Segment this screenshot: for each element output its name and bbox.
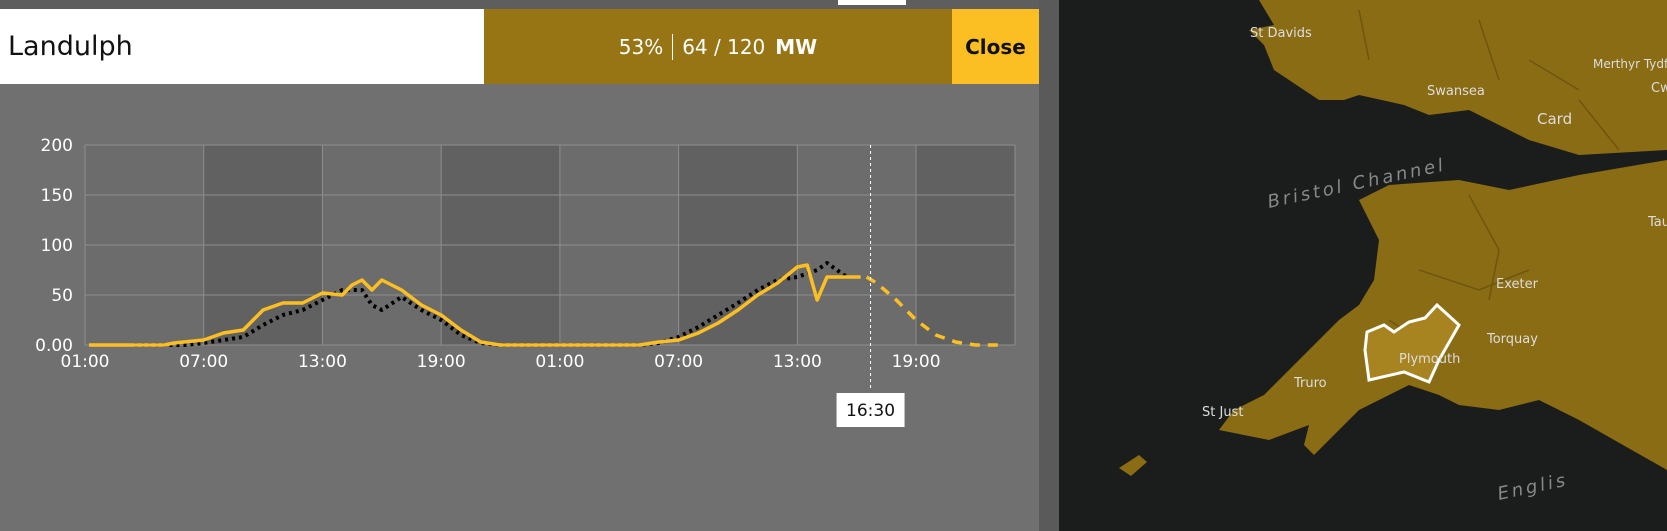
place-label: Exeter bbox=[1496, 277, 1539, 292]
separator bbox=[672, 33, 674, 60]
y-tick-label: 50 bbox=[51, 286, 73, 306]
cursor-label: 16:30 bbox=[846, 401, 895, 421]
top-bar bbox=[0, 0, 1039, 9]
x-tick-label: 19:00 bbox=[417, 352, 466, 372]
island bbox=[1119, 455, 1147, 476]
land-wales bbox=[1249, 0, 1667, 155]
place-label: Card bbox=[1537, 110, 1572, 128]
place-label: Tau bbox=[1647, 215, 1667, 230]
series-line bbox=[88, 263, 861, 347]
place-label: Swansea bbox=[1427, 84, 1485, 99]
place-label: St Just bbox=[1202, 405, 1243, 420]
x-tick-label: 19:00 bbox=[892, 352, 941, 372]
y-tick-label: 0.00 bbox=[35, 336, 73, 356]
x-tick-label: 07:00 bbox=[654, 352, 703, 372]
map: St Davids Merthyr Tydf Swansea Card Cw B… bbox=[1059, 0, 1667, 531]
percent: 53% bbox=[618, 34, 664, 59]
x-tick-label: 13:00 bbox=[773, 352, 822, 372]
y-tick-label: 200 bbox=[41, 136, 73, 156]
place-label: Torquay bbox=[1486, 332, 1538, 347]
place-label: Merthyr Tydf bbox=[1593, 57, 1667, 71]
title: Landulph bbox=[8, 31, 133, 62]
cursor-box bbox=[836, 393, 905, 427]
chart: 0.00 50 100 150 200 01:00 07:00 13:00 19:00 01:00… bbox=[35, 136, 1016, 427]
x-tick-label: 01:00 bbox=[535, 352, 584, 372]
selected-region[interactable] bbox=[1363, 302, 1461, 384]
close-button[interactable]: Close bbox=[952, 9, 1039, 84]
divider bbox=[1039, 0, 1059, 531]
place-label: Truro bbox=[1293, 376, 1327, 391]
x-tick-label: 07:00 bbox=[179, 352, 228, 372]
output: 64 / 120 bbox=[682, 34, 766, 59]
tab bbox=[838, 0, 906, 5]
title-box: Landulph bbox=[0, 9, 484, 84]
stats: 53% 64 / 120 MW bbox=[484, 9, 952, 84]
y-tick-label: 100 bbox=[41, 236, 73, 256]
unit: MW bbox=[775, 34, 818, 59]
series-line bbox=[865, 275, 1006, 347]
place-label: Cw bbox=[1651, 81, 1667, 96]
x-tick-label: 01:00 bbox=[61, 352, 110, 372]
x-tick-label: 13:00 bbox=[298, 352, 347, 372]
borders bbox=[1358, 9, 1620, 151]
place-label: St Davids bbox=[1250, 26, 1312, 41]
place-label: Plymouth bbox=[1399, 352, 1460, 367]
y-tick-label: 150 bbox=[41, 186, 73, 206]
